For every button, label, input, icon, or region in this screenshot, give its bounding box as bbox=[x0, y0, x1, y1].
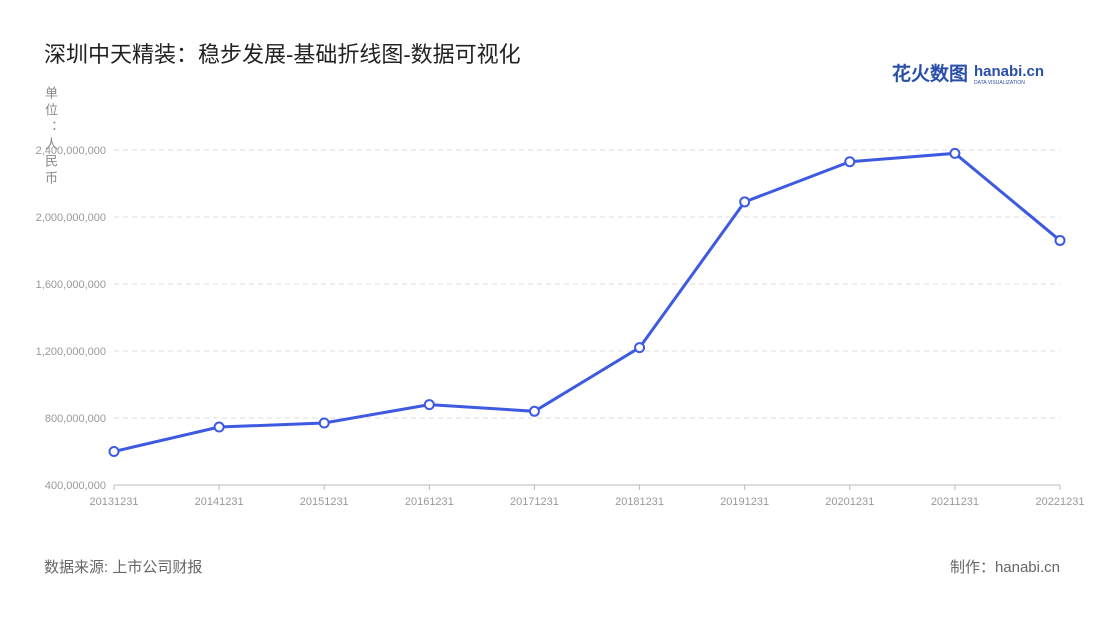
y-tick-label: 1,600,000,000 bbox=[36, 279, 106, 291]
x-tick-label: 20221231 bbox=[1036, 496, 1085, 508]
point bbox=[844, 156, 856, 168]
x-tick-label: 20131231 bbox=[90, 496, 139, 508]
x-tick-label: 20211231 bbox=[931, 496, 979, 508]
logo-tagline: DATA VISUALIZATION bbox=[974, 80, 1025, 86]
point bbox=[739, 196, 751, 208]
y-axis-label: 单位：人民币 bbox=[43, 86, 58, 188]
x-tick-label: 20151231 bbox=[300, 496, 349, 508]
line bbox=[113, 151, 1061, 453]
logo-sub: hanabi.cn bbox=[974, 63, 1044, 80]
logo: 花火数图 bbox=[892, 62, 968, 85]
point bbox=[528, 405, 540, 417]
point bbox=[108, 446, 120, 457]
y-tick-label: 800,000,000 bbox=[45, 413, 106, 425]
point bbox=[634, 342, 646, 354]
x-tick-label: 20201231 bbox=[825, 496, 874, 508]
point bbox=[318, 417, 330, 429]
x-tick-label: 20181231 bbox=[615, 496, 664, 508]
chart-title: 深圳中天精装：稳步发展-基础折线图-数据可视化 bbox=[44, 42, 521, 67]
x-tick-label: 20141231 bbox=[195, 496, 244, 508]
credit: 制作：hanabi.cn bbox=[950, 559, 1060, 576]
source: 数据来源: 上市公司财报 bbox=[44, 559, 202, 576]
y-tick-label: 2,000,000,000 bbox=[36, 212, 106, 224]
point bbox=[949, 147, 961, 159]
point bbox=[1054, 234, 1066, 246]
x-tick-label: 20161231 bbox=[405, 496, 454, 508]
x-tick-label: 20171231 bbox=[510, 496, 559, 508]
y-tick-label: 400,000,000 bbox=[45, 480, 106, 492]
point bbox=[213, 421, 225, 433]
y-tick-label: 1,200,000,000 bbox=[36, 346, 106, 358]
y-tick-label: 2,400,000,000 bbox=[36, 145, 106, 157]
point bbox=[423, 399, 435, 411]
x-tick-label: 20191231 bbox=[720, 496, 769, 508]
